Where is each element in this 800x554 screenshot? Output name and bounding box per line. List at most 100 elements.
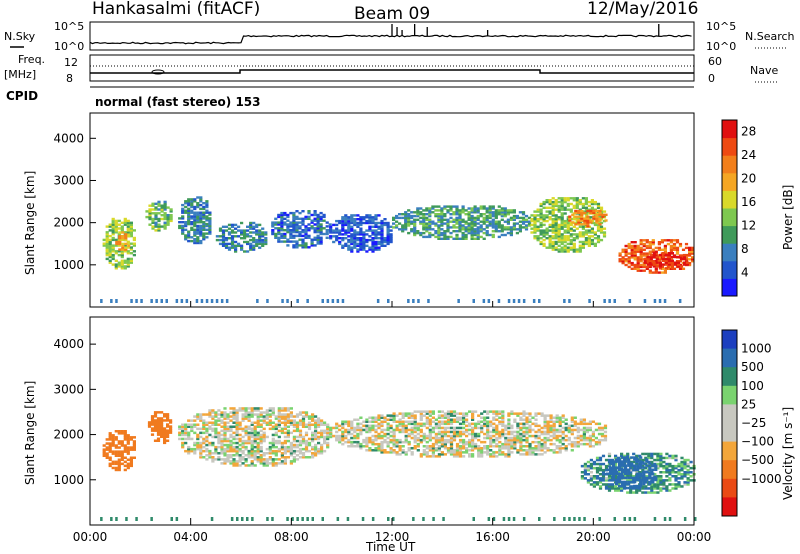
heatmap-cell bbox=[341, 216, 345, 219]
heatmap-cell bbox=[404, 428, 408, 432]
heatmap-cell bbox=[280, 462, 284, 465]
heatmap-cell bbox=[120, 452, 124, 455]
heatmap-cell bbox=[313, 219, 317, 222]
heatmap-cell bbox=[482, 213, 486, 216]
heatmap-cell bbox=[501, 428, 505, 432]
heatmap-cell bbox=[392, 414, 396, 417]
heatmap-cell bbox=[577, 221, 581, 224]
heatmap-cell bbox=[568, 217, 572, 220]
heatmap-cell bbox=[645, 265, 649, 269]
heatmap-cell bbox=[536, 225, 540, 228]
heatmap-cell bbox=[350, 240, 354, 244]
heatmap-cell bbox=[440, 207, 444, 210]
heatmap-cell bbox=[371, 449, 375, 452]
heatmap-cell bbox=[368, 227, 372, 230]
heatmap-cell bbox=[202, 205, 206, 209]
heatmap-cell bbox=[663, 299, 667, 303]
heatmap-cell bbox=[654, 478, 658, 482]
heatmap-cell bbox=[289, 445, 293, 449]
heatmap-cell bbox=[350, 214, 354, 217]
heatmap-cell bbox=[589, 483, 593, 486]
heatmap-cell bbox=[558, 422, 562, 426]
heatmap-cell bbox=[519, 434, 523, 438]
heatmap-cell bbox=[252, 225, 256, 228]
heatmap-cell bbox=[365, 244, 369, 247]
heatmap-cell bbox=[581, 202, 585, 206]
heatmap-cell bbox=[335, 238, 339, 242]
heatmap-cell bbox=[404, 218, 408, 221]
heatmap-cell bbox=[486, 430, 490, 434]
heatmap-cell bbox=[584, 233, 588, 236]
heatmap-cell bbox=[503, 220, 507, 223]
heatmap-cell bbox=[449, 216, 453, 220]
heatmap-cell bbox=[557, 235, 561, 238]
heatmap-cell bbox=[422, 438, 426, 442]
heatmap-cell bbox=[217, 409, 221, 412]
heatmap-cell bbox=[215, 299, 219, 303]
heatmap-cell bbox=[488, 224, 492, 227]
heatmap-cell bbox=[479, 228, 483, 231]
freq-tick-bottom: 8 bbox=[66, 72, 73, 85]
heatmap-cell bbox=[551, 237, 555, 240]
heatmap-cell bbox=[386, 227, 390, 230]
heatmap-cell bbox=[657, 260, 661, 263]
heatmap-cell bbox=[304, 413, 309, 416]
heatmap-cell bbox=[680, 466, 684, 470]
heatmap-cell bbox=[595, 475, 600, 478]
heatmap-cell bbox=[108, 261, 112, 264]
heatmap-cell bbox=[166, 433, 170, 436]
heatmap-cell bbox=[506, 226, 510, 229]
heatmap-cell bbox=[651, 476, 655, 480]
heatmap-cell bbox=[558, 418, 562, 421]
heatmap-cell bbox=[274, 423, 278, 426]
heatmap-cell bbox=[578, 250, 582, 253]
heatmap-cell bbox=[461, 211, 465, 214]
heatmap-cell bbox=[359, 237, 363, 240]
heatmap-cell bbox=[150, 299, 153, 303]
heatmap-cell bbox=[238, 437, 242, 441]
heatmap-cell bbox=[656, 479, 660, 482]
heatmap-cell bbox=[636, 267, 640, 270]
heatmap-cell bbox=[639, 258, 643, 261]
heatmap-cell bbox=[223, 421, 227, 424]
heatmap-cell bbox=[160, 214, 164, 217]
heatmap-cell bbox=[462, 420, 466, 423]
heatmap-cell bbox=[545, 206, 549, 209]
heatmap-cell bbox=[111, 250, 115, 253]
heatmap-cell bbox=[471, 438, 475, 442]
heatmap-cell bbox=[298, 439, 303, 443]
heatmap-cell bbox=[647, 460, 651, 464]
heatmap-cell bbox=[651, 242, 655, 246]
heatmap-cell bbox=[256, 435, 260, 439]
heatmap-cell bbox=[401, 428, 405, 432]
heatmap-cell bbox=[246, 225, 250, 228]
heatmap-cell bbox=[277, 429, 281, 433]
heatmap-cell bbox=[521, 216, 526, 220]
heatmap-cell bbox=[230, 235, 235, 238]
heatmap-cell bbox=[235, 415, 239, 418]
heatmap-cell bbox=[516, 438, 520, 442]
heatmap-cell bbox=[389, 237, 393, 240]
heatmap-cell bbox=[518, 228, 522, 231]
heatmap-cell bbox=[560, 202, 564, 206]
heatmap-cell bbox=[462, 445, 466, 448]
heatmap-cell bbox=[462, 432, 466, 436]
heatmap-cell bbox=[292, 240, 296, 243]
heatmap-cell bbox=[595, 213, 599, 216]
heatmap-cell bbox=[671, 471, 675, 474]
heatmap-cell bbox=[304, 443, 309, 447]
heatmap-cell bbox=[264, 242, 268, 246]
heatmap-cell bbox=[656, 481, 660, 484]
heatmap-cell bbox=[575, 218, 579, 221]
heatmap-cell bbox=[350, 426, 354, 430]
heatmap-cell bbox=[117, 253, 121, 257]
heatmap-cell bbox=[482, 228, 486, 231]
heatmap-cell bbox=[663, 239, 667, 242]
heatmap-cell bbox=[289, 447, 293, 451]
heatmap-cell bbox=[584, 231, 588, 234]
heatmap-cell bbox=[491, 205, 495, 208]
heatmap-cell bbox=[307, 227, 311, 230]
heatmap-cell bbox=[604, 485, 609, 488]
heatmap-cell bbox=[208, 454, 212, 457]
heatmap-cell bbox=[563, 199, 567, 202]
